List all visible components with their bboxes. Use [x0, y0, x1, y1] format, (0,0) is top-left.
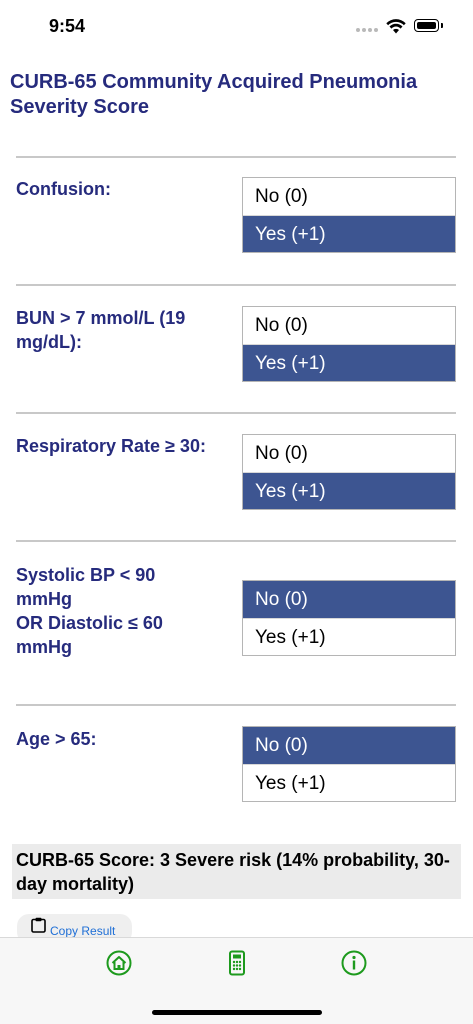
divider: [16, 156, 456, 158]
tab-bar: [0, 937, 473, 1024]
home-indicator: [152, 1010, 322, 1015]
options-confusion: No (0) Yes (+1): [242, 177, 456, 253]
question-label-line: OR Diastolic ≤ 60: [16, 613, 163, 633]
option-confusion-yes[interactable]: Yes (+1): [243, 215, 455, 252]
option-bun-no[interactable]: No (0): [255, 315, 308, 336]
options-blood-pressure: No (0) Yes (+1): [242, 580, 456, 656]
wifi-icon: [386, 19, 406, 34]
home-icon[interactable]: [106, 950, 132, 976]
question-label-line: mmHg: [16, 589, 73, 609]
question-label-line: mmHg: [16, 637, 73, 657]
options-bun: No (0) Yes (+1): [242, 306, 456, 382]
score-result: CURB-65 Score: 3 Severe risk (14% probab…: [12, 844, 461, 899]
question-label-blood-pressure: Systolic BP < 90 mmHg OR Diastolic ≤ 60 …: [16, 563, 236, 659]
option-age-no[interactable]: No (0): [243, 727, 455, 764]
divider: [16, 284, 456, 286]
options-respiratory-rate: No (0) Yes (+1): [242, 434, 456, 510]
divider: [16, 704, 456, 706]
option-confusion-no[interactable]: No (0): [255, 186, 308, 207]
option-respiratory-rate-yes[interactable]: Yes (+1): [243, 472, 455, 509]
options-age: No (0) Yes (+1): [242, 726, 456, 802]
question-label-respiratory-rate: Respiratory Rate ≥ 30:: [16, 436, 206, 456]
page-title: CURB-65 Community Acquired Pneumonia Sev…: [10, 71, 418, 118]
option-bun-yes[interactable]: Yes (+1): [243, 344, 455, 381]
status-time: 9:54: [49, 16, 86, 36]
divider: [16, 412, 456, 414]
option-blood-pressure-yes[interactable]: Yes (+1): [243, 618, 455, 655]
option-blood-pressure-no[interactable]: No (0): [243, 581, 455, 618]
question-label-age: Age > 65:: [16, 729, 97, 749]
info-icon[interactable]: [341, 950, 367, 976]
question-label-bun: BUN > 7 mmol/L (19 mg/dL):: [16, 308, 186, 352]
calculator-icon[interactable]: [224, 950, 250, 976]
divider: [16, 540, 456, 542]
battery-cap: [441, 23, 443, 28]
status-bar: 9:54: [0, 0, 473, 54]
copy-result-label: Copy Result: [50, 924, 116, 938]
question-label-confusion: Confusion:: [16, 179, 111, 199]
status-dots-icon: [356, 28, 380, 32]
option-respiratory-rate-no[interactable]: No (0): [255, 443, 308, 464]
option-age-yes[interactable]: Yes (+1): [243, 764, 455, 801]
battery-icon: [414, 19, 439, 32]
question-label-line: Systolic BP < 90: [16, 565, 156, 585]
clipboard-icon: [31, 917, 46, 933]
